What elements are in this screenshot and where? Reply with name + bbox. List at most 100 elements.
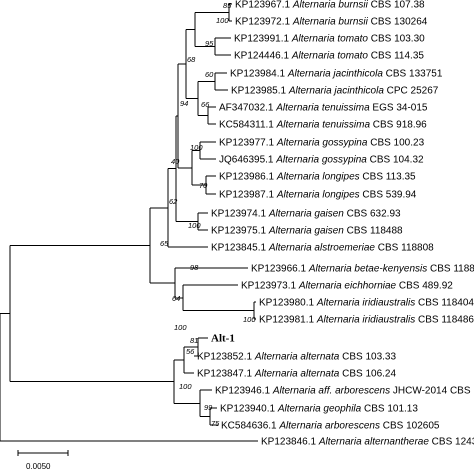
support-value: 94 [180,99,188,108]
taxon-strain: CBS 118404 [415,298,474,309]
taxon-accession: KP123975.1 [211,226,269,237]
taxon-species: Alternaria burnsii [292,17,369,28]
taxon-label: KP124446.1 Alternaria tomato CBS 114.35 [234,51,424,62]
taxon-label: KP123986.1 Alternaria longipes CBS 113.3… [219,172,416,183]
taxon-species: Alternaria aff. arborescens [272,386,390,397]
taxon-accession: KP123987.1 [219,190,277,201]
taxon-label: KC584311.1 Alternaria tenuissima CBS 918… [219,120,427,131]
taxon-species: Alternaria geophila [277,404,362,415]
taxon-species: Alternaria gaisen [268,226,344,237]
taxon-label: KP123975.1 Alternaria gaisen CBS 118488 [211,226,403,237]
support-value: 64 [172,294,180,303]
taxon-species: Alternaria longipes [276,172,360,183]
taxon-accession: AF347032.1 [219,103,276,114]
taxon-species: Alternaria iridiaustralis [316,315,415,326]
taxon-species: Alternaria gossypina [276,138,368,149]
taxon-species: Alternaria eichhorniae [298,281,397,292]
taxon-strain: CBS 1188 [427,264,474,275]
taxon-strain: CBS 539.94 [360,190,417,201]
taxon-strain: CBS 102605 [380,421,440,432]
support-value: 68 [187,55,196,64]
taxon-species: Alternaria burnsii [292,0,369,11]
taxon-accession: KP123845.1 [211,243,269,254]
taxon-label: KP123991.1 Alternaria tomato CBS 103.30 [234,34,425,45]
taxon-accession: KP123972.1 [235,17,293,28]
support-value: 56 [186,347,195,356]
taxon-label: KP123987.1 Alternaria longipes CBS 539.9… [219,190,417,201]
taxon-species: Alternaria betae-kenyensis [308,264,427,275]
taxon-accession: KP123846.1 [261,437,319,448]
taxon-accession: KP123973.1 [241,281,299,292]
support-value: 70 [199,181,208,190]
taxon-label: KC584636.1 Alternaria arborescens CBS 10… [221,421,440,432]
taxon-accession: KP123967.1 [235,0,293,11]
taxon-strain: CBS 918.96 [370,120,427,131]
support-value: 100 [243,315,256,324]
taxon-species: Alternaria tomato [291,34,369,45]
taxon-strain: CBS 107.38 [368,0,425,11]
taxon-accession: KP124446.1 [234,51,292,62]
scale-bar-label: 0.0050 [26,462,51,471]
taxon-label: KP123967.1 Alternaria burnsii CBS 107.38 [235,0,425,11]
taxon-strain: CBS 118488 [344,226,403,237]
support-value: 66 [201,100,210,109]
support-value: 100 [174,323,187,332]
taxon-strain: CBS 113.35 [360,172,416,183]
taxon-strain: CBS 118486 [415,315,474,326]
taxon-species: Alternaria alternata [254,352,340,363]
taxon-label: Alt-1 [211,333,235,345]
taxon-species: Alternaria arborescens [278,421,380,432]
support-value: 85 [223,1,232,10]
taxon-strain: CBS 101.13 [361,404,418,415]
support-value: 62 [169,197,178,206]
taxon-strain: JHCW-2014 CBS [390,386,471,397]
taxon-accession: KP123852.1 [197,352,255,363]
taxon-accession: KC584636.1 [221,421,279,432]
taxon-strain: EGS 34-015 [370,103,428,114]
support-value: 100 [216,16,229,25]
taxon-accession: KP123991.1 [234,34,292,45]
taxon-accession: KP123980.1 [259,298,317,309]
taxon-accession: KP123986.1 [219,172,277,183]
taxon-label: KP123846.1 Alternaria alternantherae CBS… [261,437,474,448]
taxon-label: KP123972.1 Alternaria burnsii CBS 130264 [235,17,428,28]
taxon-species: Alternaria alternata [254,369,340,380]
taxon-label: KP123852.1 Alternaria alternata CBS 103.… [197,352,396,363]
taxon-label: KP123973.1 Alternaria eichhorniae CBS 48… [241,281,453,292]
taxon-strain: CBS 133751 [383,69,443,80]
taxon-strain: CBS 106.24 [339,369,396,380]
taxon-accession: KP123847.1 [197,369,255,380]
tree-branches [0,3,258,442]
taxon-accession: KC584311.1 [219,120,277,131]
taxon-strain: CPC 25267 [384,86,439,97]
taxon-species: Alternaria gossypina [275,155,367,166]
taxon-label: KP123980.1 Alternaria iridiaustralis CBS… [259,298,474,309]
taxon-accession: KP123966.1 [251,264,309,275]
support-value: 100 [188,221,201,230]
support-value: 60 [205,70,214,79]
support-value: 100 [190,143,203,152]
taxon-strain: CBS 100.23 [367,138,424,149]
taxon-strain: CBS 130264 [368,17,428,28]
support-value: 98 [190,263,199,272]
taxon-strain: CBS 1243 [429,437,474,448]
support-value: 75 [211,419,220,428]
support-value: 100 [179,382,192,391]
taxon-label: AF347032.1 Alternaria tenuissima EGS 34-… [219,103,428,114]
taxon-strain: CBS 114.35 [368,51,424,62]
taxon-species: Alternaria tomato [291,51,369,62]
taxon-species: Alternaria longipes [276,190,360,201]
support-value: 95 [205,39,214,48]
taxon-label: KP123845.1 Alternaria alstroemeriae CBS … [211,243,434,254]
taxon-accession: KP123977.1 [219,138,277,149]
taxon-accession: KP123984.1 [230,69,288,80]
taxon-species: Alternaria gaisen [268,209,344,220]
taxon-species: Alternaria jacinthicola [288,86,384,97]
taxon-strain: CBS 632.93 [344,209,401,220]
taxon-strain: CBS 103.30 [368,34,425,45]
taxon-label: KP123977.1 Alternaria gossypina CBS 100.… [219,138,425,149]
taxon-species: Alternaria tenuissima [275,103,370,114]
taxon-label: KP123985.1 Alternaria jacinthicola CPC 2… [231,86,439,97]
